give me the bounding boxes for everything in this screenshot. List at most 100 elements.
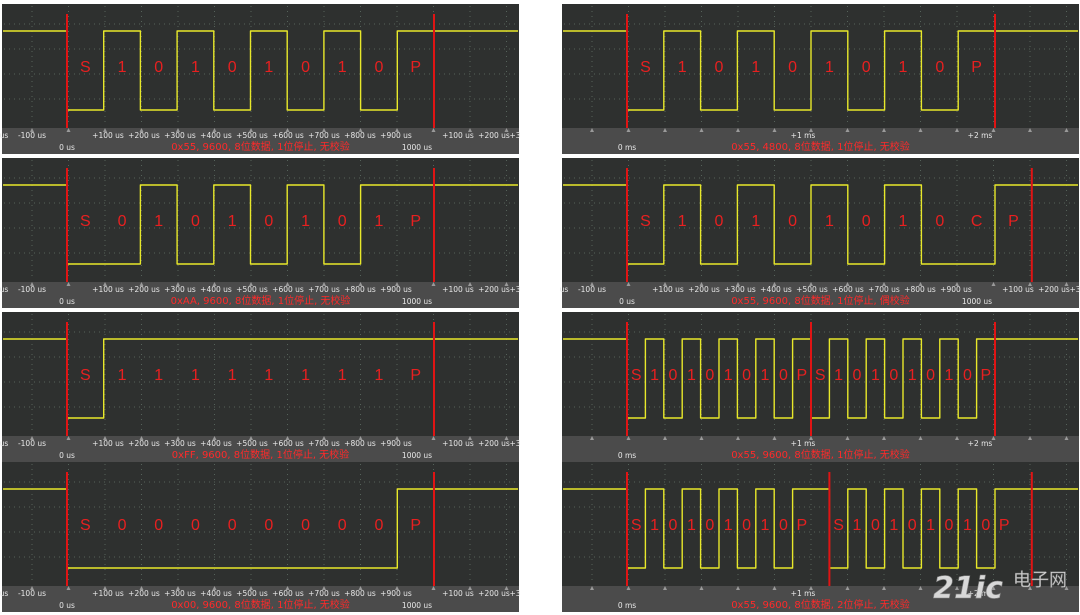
bit-label: 0	[338, 213, 347, 230]
bit-label: P	[999, 517, 1010, 534]
tick-marker	[663, 128, 667, 132]
axis-tick-label: 1000 us	[402, 297, 432, 306]
axis-tick-label: +400 us	[200, 285, 232, 294]
bit-label: S	[80, 213, 91, 230]
bit-label: 1	[908, 367, 917, 384]
bit-label: 1	[687, 517, 696, 534]
tick-marker	[66, 436, 71, 440]
bit-label: 0	[301, 517, 310, 534]
axis-tick-label: us	[0, 439, 8, 448]
tick-marker	[285, 436, 290, 440]
tick-marker	[504, 586, 509, 590]
tick-marker	[845, 282, 850, 286]
axis-tick-label: +900 us	[380, 589, 412, 598]
bit-label: 1	[724, 367, 733, 384]
bit-label: P	[410, 367, 421, 384]
axis-tick-label: +600 us	[272, 439, 304, 448]
bit-label: 0	[118, 213, 127, 230]
tick-marker	[1028, 282, 1032, 286]
tick-marker	[809, 128, 813, 132]
bit-label: 0	[154, 517, 163, 534]
bit-label: S	[640, 213, 651, 230]
bit-label: 0	[853, 367, 862, 384]
tick-marker	[249, 282, 253, 286]
tick-marker	[212, 282, 217, 286]
bit-label: 0	[788, 59, 797, 76]
bit-label: 0	[374, 59, 383, 76]
bit-label: 1	[871, 367, 880, 384]
axis-tick-label: +700 us	[868, 285, 900, 294]
axis-tick-label: +200 us	[128, 285, 160, 294]
bit-label: 1	[761, 367, 770, 384]
axis-tick-label: +1 ms	[791, 131, 816, 140]
axis-tick-label: +3	[1069, 285, 1080, 294]
bit-label: C	[971, 213, 983, 230]
axis-tick-label: +500 us	[236, 439, 268, 448]
tick-marker	[468, 586, 472, 590]
axis-tick-label: +900 us	[380, 285, 412, 294]
tick-marker	[431, 128, 436, 132]
scope-panel: S 0 0 0 0 0 0 0 0 Pus -100 us +100 us +200 us +300 us…	[0, 462, 521, 612]
bit-label: 1	[301, 367, 310, 384]
tick-marker	[736, 586, 740, 590]
axis-tick-label: 0 us	[59, 451, 75, 460]
tick-marker	[285, 586, 290, 590]
axis-tick-label: +100 us	[92, 589, 124, 598]
axis-tick-label: +200 us	[478, 285, 510, 294]
tick-marker	[845, 436, 850, 440]
tick-marker	[431, 586, 436, 590]
caption: 0xAA, 9600, 8位数据, 1位停止, 无校验	[171, 294, 351, 307]
tick-marker	[139, 436, 144, 440]
tick-marker	[395, 436, 399, 440]
axis-tick-label: -100 us	[18, 589, 46, 598]
bit-label: 1	[338, 59, 347, 76]
tick-marker	[103, 586, 107, 590]
axis-tick-label: us	[560, 285, 569, 294]
axis-tick-label: +2 ms	[968, 131, 993, 140]
tick-marker	[212, 128, 217, 132]
axis-tick-label: +300 us	[724, 285, 756, 294]
tick-marker	[590, 586, 594, 590]
tick-marker	[468, 128, 472, 132]
bit-label: 0	[374, 517, 383, 534]
axis-tick-label: 1000 us	[402, 143, 432, 152]
bit-label: 1	[650, 367, 659, 384]
bit-label: 1	[264, 367, 273, 384]
scope-panel: S 1 0 1 0 1 0 1 0 P S 1 0 1 0 1 0 1 0 P+1 ms +2 ms0 ms 0x55, …	[562, 312, 1079, 462]
tick-marker	[699, 586, 704, 590]
bit-label: 0	[705, 367, 714, 384]
axis-strip	[562, 586, 1079, 612]
tick-marker	[212, 436, 217, 440]
tick-marker	[882, 282, 886, 286]
bit-label: 1	[834, 367, 843, 384]
tick-marker	[30, 128, 34, 132]
bit-label: P	[971, 59, 982, 76]
tick-marker	[882, 436, 886, 440]
waveform	[3, 30, 518, 111]
tick-marker	[809, 282, 813, 286]
bit-label: 0	[669, 517, 678, 534]
bit-label: 0	[715, 213, 724, 230]
bit-label: 0	[889, 367, 898, 384]
axis-tick-label: us	[0, 589, 8, 598]
bit-label: P	[410, 213, 421, 230]
axis-tick-label: +600 us	[272, 131, 304, 140]
tick-marker	[955, 282, 959, 286]
bit-label: 0	[118, 517, 127, 534]
tick-marker	[918, 436, 923, 440]
axis-tick-label: +100 us	[92, 439, 124, 448]
axis-tick-label: +500 us	[236, 589, 268, 598]
bit-label: 1	[687, 367, 696, 384]
plot-area	[562, 312, 1079, 436]
axis-tick-label: +700 us	[308, 589, 340, 598]
tick-marker	[103, 282, 107, 286]
tick-marker	[626, 436, 631, 440]
bit-label: S	[833, 517, 844, 534]
tick-marker	[1028, 586, 1032, 590]
scope-panel: S 1 1 1 1 1 1 1 1 Pus -100 us +100 us +200 us +300 us…	[0, 312, 521, 462]
caption: 0x55, 4800, 8位数据, 1位停止, 无校验	[731, 140, 910, 153]
axis-tick-label: +100 us	[92, 285, 124, 294]
tick-marker	[845, 586, 850, 590]
scope-panel: S 1 0 1 0 1 0 1 0 P +1 ms +2 ms 0 ms 0x55, 4800, 8位数据…	[562, 4, 1079, 154]
tick-marker	[955, 128, 959, 132]
